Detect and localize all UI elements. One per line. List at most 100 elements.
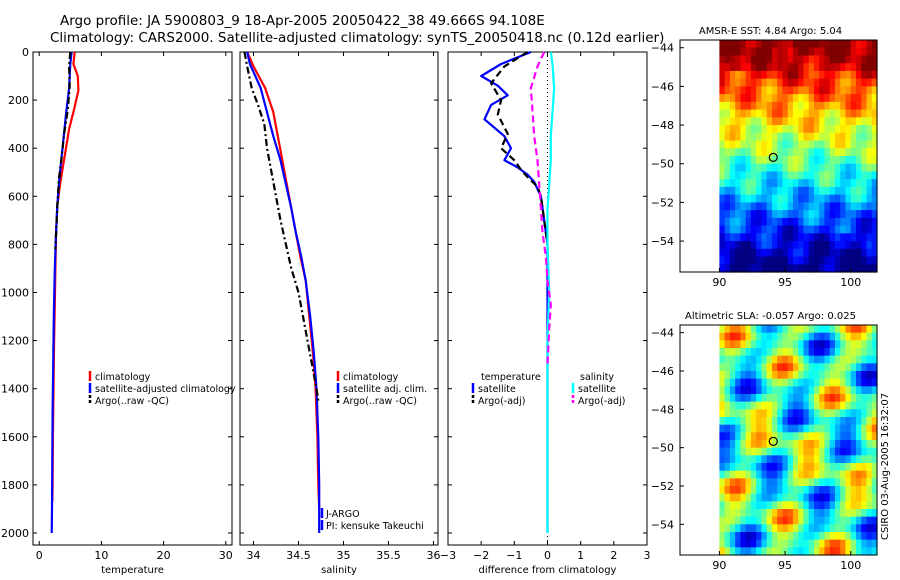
map-cell	[861, 70, 868, 80]
map-cell	[724, 532, 731, 541]
map-cell	[803, 241, 810, 250]
map-cell	[787, 148, 794, 157]
map-cell	[861, 355, 868, 364]
map-cell	[866, 493, 873, 502]
map-cell	[813, 332, 820, 341]
map-cell	[787, 493, 794, 502]
map-cell	[803, 186, 810, 196]
map-cell	[866, 547, 873, 556]
map-cell	[719, 63, 726, 72]
map-cell	[724, 470, 731, 479]
map-cell	[834, 202, 841, 211]
map-cell	[840, 532, 847, 541]
map-cell	[761, 132, 768, 142]
map-cell	[729, 171, 736, 180]
map-cell	[771, 248, 778, 258]
map-cell	[750, 256, 757, 265]
map-cell	[866, 432, 873, 441]
map-cell	[729, 225, 736, 234]
map-cell	[798, 101, 805, 111]
map-cell	[866, 355, 873, 364]
map-cell	[750, 125, 757, 134]
map-cell	[735, 55, 742, 64]
map-cell	[771, 264, 778, 273]
map-cell	[782, 47, 789, 57]
map-cell	[761, 432, 768, 441]
map-cell	[766, 394, 773, 403]
map-cell	[766, 202, 773, 211]
map-cell	[761, 179, 768, 188]
map-cell	[850, 340, 857, 349]
map-cell	[719, 493, 726, 502]
map-cell	[813, 179, 820, 188]
map-cell	[866, 264, 873, 273]
map-cell	[766, 363, 773, 372]
map-cell	[745, 340, 752, 349]
map-cell	[792, 225, 799, 234]
map-cell	[771, 539, 778, 548]
map-cell	[787, 340, 794, 349]
map-cell	[871, 401, 878, 410]
map-cell	[735, 547, 742, 556]
map-cell	[771, 148, 778, 157]
map-cell	[750, 63, 757, 72]
map-cell	[840, 470, 847, 479]
map-cell	[803, 516, 810, 525]
map-cell	[724, 493, 731, 502]
profile-panel-difference	[447, 50, 648, 546]
map-cell	[761, 217, 768, 227]
map-cell	[761, 202, 768, 211]
map-cell	[766, 409, 773, 418]
map-cell	[819, 409, 826, 418]
map-cell	[782, 409, 789, 418]
map-cell	[756, 179, 763, 188]
map-cell	[798, 70, 805, 80]
map-cell	[834, 86, 841, 95]
x-axis-label: difference from climatology	[479, 565, 617, 576]
map-cell	[724, 440, 731, 449]
map-cell	[834, 210, 841, 219]
map-cell	[756, 509, 763, 518]
map-cell	[777, 417, 784, 426]
map-cell	[766, 417, 773, 426]
map-cell	[735, 386, 742, 395]
y-tick-label: 0	[22, 46, 29, 59]
map-cell	[840, 501, 847, 510]
map-cell	[735, 478, 742, 487]
x-tick-label: −1	[506, 549, 522, 562]
map-cell	[845, 332, 852, 341]
map-cell	[861, 217, 868, 227]
map-cell	[782, 63, 789, 72]
map-cell	[787, 486, 794, 495]
map-cell	[834, 63, 841, 72]
map-cell	[850, 86, 857, 95]
map-cell	[855, 455, 862, 464]
map-cell	[756, 424, 763, 433]
map-cell	[803, 440, 810, 449]
map-cell	[824, 179, 831, 188]
map-title: AMSR-E SST: 4.84 Argo: 5.04	[699, 26, 842, 37]
map-cell	[792, 424, 799, 433]
legend-entry: satellite	[578, 384, 616, 395]
map-cell	[761, 148, 768, 157]
map-cell	[766, 63, 773, 72]
map-cell	[766, 94, 773, 103]
map-cell	[750, 70, 757, 80]
map-cell	[840, 156, 847, 165]
map-cell	[771, 186, 778, 196]
map-cell	[771, 40, 778, 49]
map-cell	[808, 325, 815, 334]
map-cell	[724, 539, 731, 548]
map-cell	[745, 363, 752, 372]
map-cell	[813, 463, 820, 472]
map-cell	[855, 117, 862, 126]
map-cell	[871, 524, 878, 533]
map-cell	[756, 478, 763, 487]
map-cell	[829, 363, 836, 372]
map-cell	[792, 417, 799, 426]
map-cell	[729, 516, 736, 525]
map-cell	[745, 547, 752, 556]
map-cell	[824, 501, 831, 510]
map-cell	[724, 156, 731, 165]
map-cell	[855, 363, 862, 372]
